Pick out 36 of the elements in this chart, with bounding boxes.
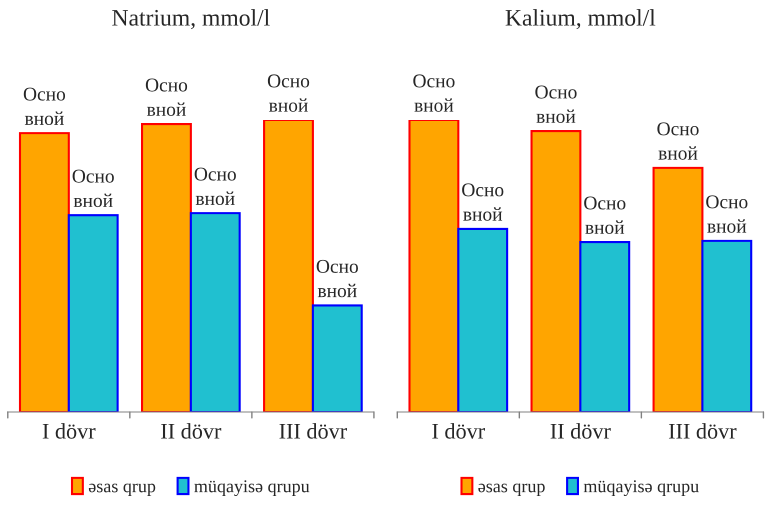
bar xyxy=(18,132,70,412)
text: Осно вной xyxy=(413,74,455,112)
x-tick-label: II dövr xyxy=(161,423,222,439)
bar xyxy=(68,214,119,412)
legend-label: müqayisə qrupu xyxy=(584,480,699,496)
bar xyxy=(652,166,704,412)
annotation: Осно вной xyxy=(584,196,626,234)
annotation: Осно вной xyxy=(316,260,358,298)
bar xyxy=(408,120,460,412)
chart-title: Kalium, mmol/l xyxy=(506,9,656,30)
bar xyxy=(530,130,582,412)
x-tick-label: III dövr xyxy=(668,423,736,439)
annotation: Осно вной xyxy=(24,88,66,126)
legend-label: əsas qrup xyxy=(88,483,156,496)
bar xyxy=(457,228,508,412)
annotation: Осно вной xyxy=(657,122,699,160)
legend-label: əsas qrup xyxy=(478,483,545,496)
annotation: Осно вной xyxy=(706,195,748,233)
bar xyxy=(701,240,752,412)
annotation: Осно вной xyxy=(72,170,114,208)
legend-label: müqayisə qrupu xyxy=(194,480,310,496)
bar xyxy=(190,212,241,412)
x-tick-label: II dövr xyxy=(550,423,611,439)
bar xyxy=(263,120,314,412)
chart-title: Natrium, mmol/l xyxy=(112,9,270,30)
text: Осно вной xyxy=(146,78,188,116)
bar xyxy=(312,304,363,412)
x-tick-label: I dövr xyxy=(42,423,96,439)
bar xyxy=(140,123,192,412)
x-tick-label: III dövr xyxy=(279,423,347,439)
annotation: Осно вной xyxy=(194,168,236,206)
annotation: Осно вной xyxy=(462,183,504,221)
annotation: Осно вной xyxy=(535,86,577,123)
bar xyxy=(579,241,630,412)
x-tick-label: I dövr xyxy=(432,423,485,439)
text: Осно вной xyxy=(268,74,310,112)
